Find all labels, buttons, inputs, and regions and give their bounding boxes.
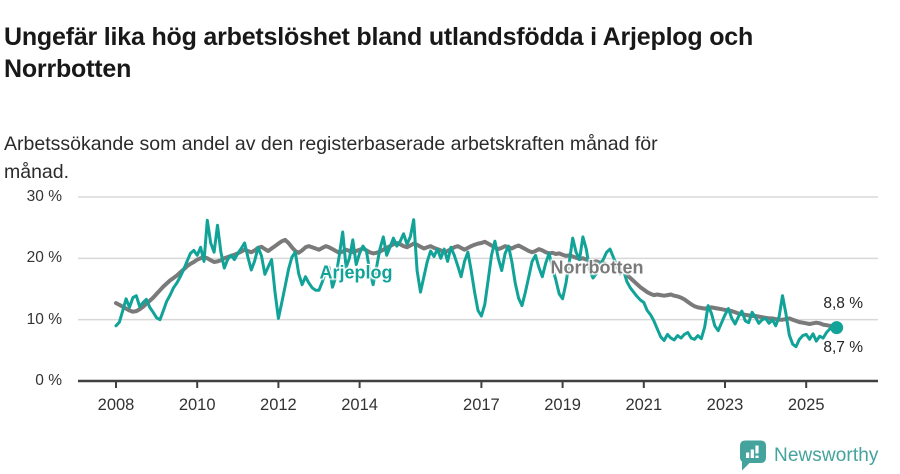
bar-chart-speech-bubble-icon bbox=[740, 440, 766, 471]
series-label-arjeplog: Arjeplog bbox=[319, 262, 393, 283]
line-norrbotten bbox=[114, 237, 839, 329]
page-title: Ungefär lika hög arbetslöshet bland utla… bbox=[4, 22, 754, 84]
x-tick-label: 2008 bbox=[98, 396, 135, 414]
x-axis bbox=[78, 379, 878, 388]
x-tick-label: 2019 bbox=[544, 396, 581, 414]
arjeplog-last-value-label: 8,7 % bbox=[823, 339, 863, 356]
x-tick-label: 2010 bbox=[179, 396, 216, 414]
line-arjeplog bbox=[114, 218, 839, 349]
x-axis-tick-labels: 2008 2010 2012 2014 2017 2019 2021 2023 2025 bbox=[98, 396, 825, 414]
end-dot-arjeplog bbox=[830, 321, 844, 335]
chart-subtitle: Arbetssökande som andel av den registerb… bbox=[4, 132, 658, 183]
newsworthy-logo[interactable]: Newsworthy bbox=[739, 440, 878, 471]
series-label-norrbotten: Norrbotten bbox=[550, 257, 644, 278]
x-tick-label: 2023 bbox=[707, 396, 744, 414]
y-tick-label: 0 % bbox=[35, 372, 62, 389]
x-tick-label: 2012 bbox=[260, 396, 297, 414]
x-tick-label: 2021 bbox=[625, 396, 662, 414]
x-tick-label: 2017 bbox=[463, 396, 500, 414]
norrbotten-last-value-label: 8,8 % bbox=[823, 295, 863, 312]
y-tick-label: 30 % bbox=[26, 188, 62, 205]
x-tick-label: 2025 bbox=[788, 396, 825, 414]
x-tick-label: 2014 bbox=[341, 396, 378, 414]
data-series bbox=[114, 218, 844, 349]
y-tick-label: 10 % bbox=[26, 310, 62, 328]
y-tick-label: 20 % bbox=[26, 249, 62, 267]
newsworthy-brand-text: Newsworthy bbox=[774, 444, 879, 466]
